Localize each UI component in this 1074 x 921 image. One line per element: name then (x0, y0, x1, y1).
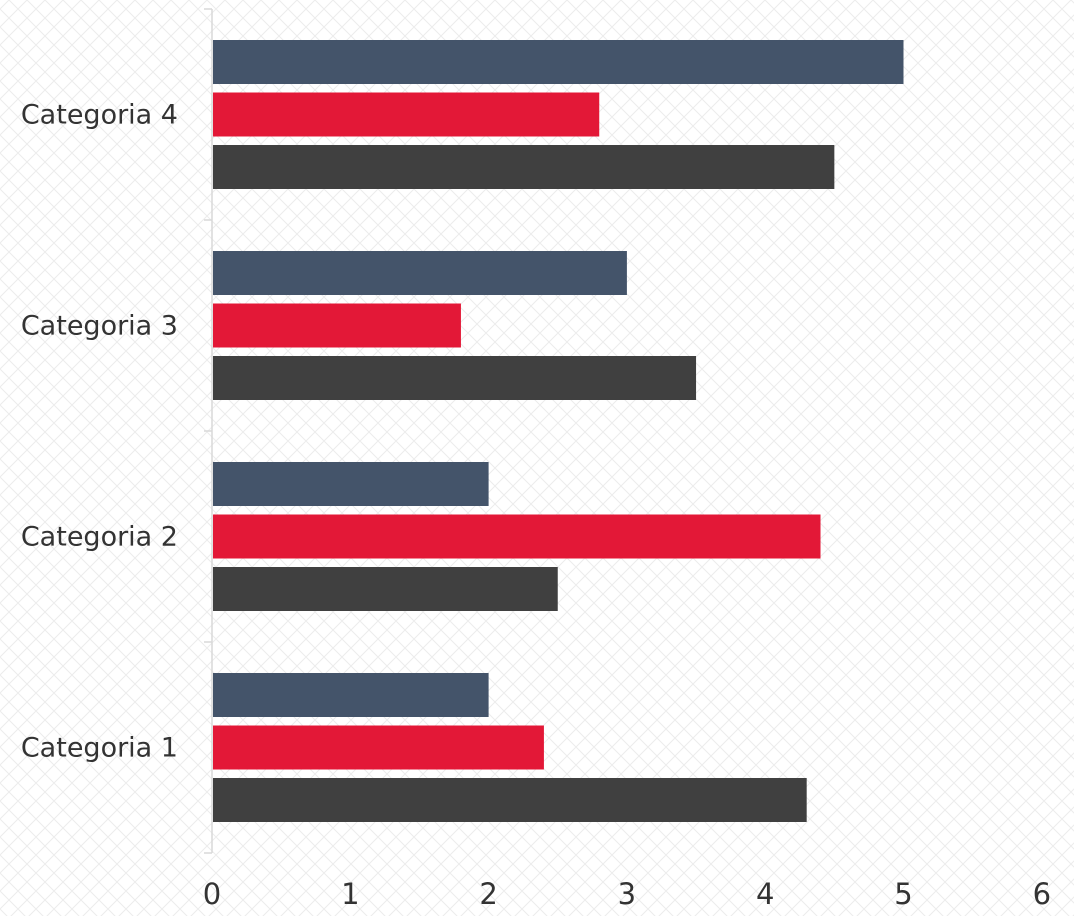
bar-2-categoria-4 (213, 92, 600, 137)
bar-3-categoria-3 (213, 356, 697, 400)
bar-1-categoria-4 (213, 40, 904, 84)
bar-1-categoria-1 (213, 673, 489, 717)
x-tick-label: 0 (203, 877, 221, 911)
category-label: Categoria 1 (21, 733, 178, 764)
axis-layer (204, 8, 213, 854)
bar-2-categoria-2 (213, 514, 821, 559)
bar-2-categoria-3 (213, 303, 461, 348)
x-tick-label: 6 (1033, 877, 1051, 911)
x-tick-label: 4 (756, 877, 774, 911)
bar-3-categoria-4 (213, 145, 835, 189)
x-tick-label: 3 (618, 877, 636, 911)
category-label: Categoria 4 (21, 100, 178, 131)
x-tick-label: 2 (479, 877, 497, 911)
bar-3-categoria-2 (213, 567, 558, 611)
category-label: Categoria 3 (21, 311, 178, 342)
x-tick-label: 1 (341, 877, 359, 911)
category-label: Categoria 2 (21, 522, 178, 553)
x-tick-label: 5 (894, 877, 912, 911)
bar-2-categoria-1 (213, 725, 544, 770)
bar-1-categoria-3 (213, 251, 627, 295)
labels-layer: Categoria 1 Categoria 2 Categoria 3 Categor… (21, 100, 1051, 912)
bars-layer (213, 40, 904, 822)
bar-3-categoria-1 (213, 778, 807, 822)
bar-1-categoria-2 (213, 462, 489, 506)
